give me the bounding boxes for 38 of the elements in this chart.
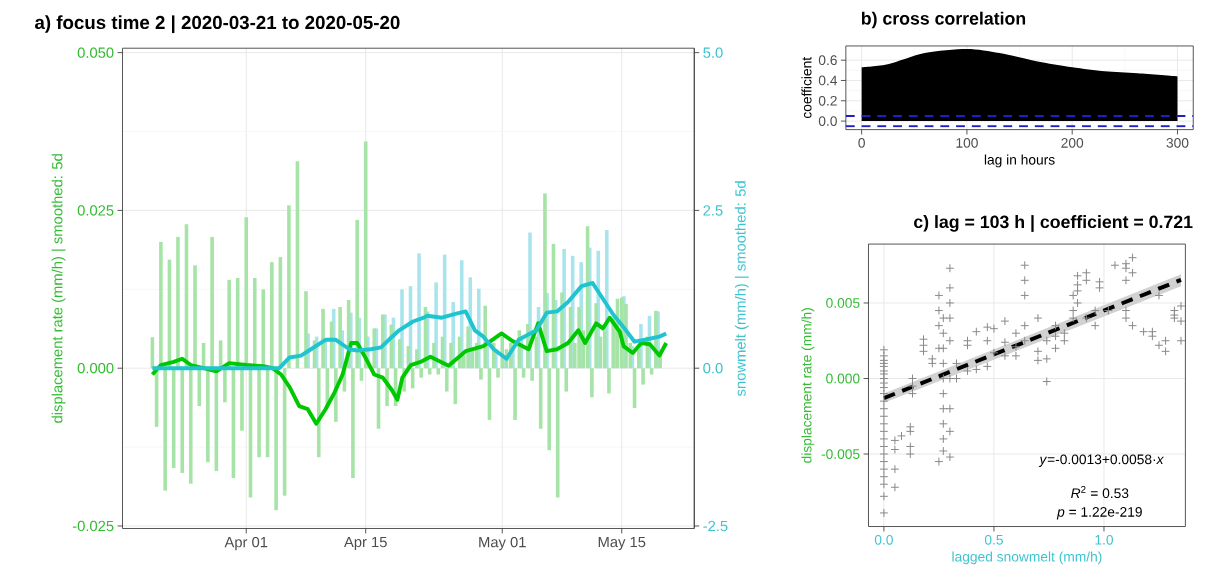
y-axis-title: coefficient [801, 57, 812, 119]
x-tick-label: 0.5 [984, 535, 1003, 545]
y-tick-label: 0.000 [77, 363, 114, 374]
y2-axis-title: snowmelt (mm/h) | smoothed: 5d [734, 181, 749, 397]
y-tick-label: 0.000 [826, 373, 860, 384]
y-tick-label: 0.025 [77, 205, 114, 216]
x-tick-label: Apr 15 [344, 537, 387, 551]
y-tick-label: 0.005 [826, 298, 860, 309]
x-tick-label: 0.0 [874, 535, 893, 545]
y2-tick-label: 5.0 [703, 47, 723, 59]
y-tick-label: -0.025 [72, 520, 114, 532]
y-tick-label: 0.2 [818, 96, 837, 106]
chart-title: b) cross correlation [861, 11, 1026, 29]
y2-tick-label: -2.5 [703, 520, 728, 532]
x-tick-label: 1.0 [1095, 535, 1114, 545]
y-axis-title: displacement rate (mm/h) | smoothed: 5d [51, 154, 66, 424]
y-axis-title: displacement rate (mm/h) [801, 308, 815, 464]
y2-tick-label: 2.5 [703, 205, 723, 216]
chart-title: a) focus time 2 | 2020-03-21 to 2020-05-20 [35, 15, 400, 34]
chart-title: c) lag = 103 h | coefficient = 0.721 [914, 215, 1193, 233]
x-axis-title: lag in hours [984, 154, 1055, 168]
x-tick-label: 100 [956, 138, 978, 148]
x-tick-label: 0 [858, 138, 865, 148]
x-axis-title: lagged snowmelt (mm/h) [952, 551, 1102, 565]
y2-tick-label: 0.0 [703, 363, 723, 374]
x-tick-label: 300 [1166, 138, 1189, 148]
x-tick-label: Apr 01 [224, 537, 268, 551]
y-tick-label: 0.4 [818, 75, 838, 86]
annotation: p = 1.22e-219 [1056, 507, 1142, 520]
y-tick-label: 0.0 [818, 116, 837, 127]
annotation: y=-0.0013+0.0058·x [1038, 454, 1164, 468]
y-tick-label: 0.050 [77, 47, 114, 59]
x-tick-label: 200 [1061, 138, 1084, 148]
x-tick-label: May 01 [479, 537, 526, 551]
x-tick-label: May 15 [598, 537, 646, 551]
y-tick-label: 0.6 [818, 55, 837, 66]
annotation: R$^{2}$ = 0.53 [1071, 486, 1129, 499]
y-tick-label: -0.005 [821, 449, 860, 460]
